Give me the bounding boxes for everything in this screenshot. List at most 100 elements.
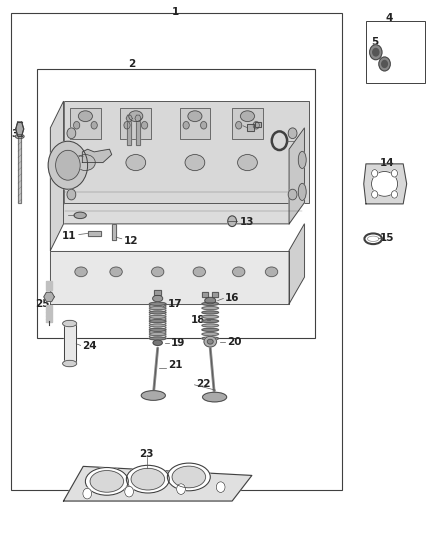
- Ellipse shape: [207, 340, 213, 344]
- Ellipse shape: [149, 311, 166, 314]
- Text: 21: 21: [168, 360, 182, 370]
- Ellipse shape: [110, 267, 122, 277]
- FancyBboxPatch shape: [180, 108, 210, 139]
- Ellipse shape: [126, 155, 145, 171]
- Ellipse shape: [127, 465, 169, 493]
- Bar: [88, 231, 101, 236]
- Polygon shape: [44, 292, 54, 302]
- Ellipse shape: [141, 391, 165, 400]
- Ellipse shape: [63, 360, 77, 367]
- Ellipse shape: [75, 155, 95, 171]
- Polygon shape: [82, 149, 112, 163]
- Ellipse shape: [75, 267, 87, 277]
- Bar: [202, 292, 208, 297]
- Text: 11: 11: [62, 231, 77, 240]
- Ellipse shape: [204, 336, 216, 347]
- Circle shape: [373, 49, 379, 56]
- Polygon shape: [64, 466, 252, 501]
- Ellipse shape: [172, 466, 205, 488]
- Ellipse shape: [298, 183, 306, 200]
- Text: 5: 5: [371, 37, 379, 46]
- Bar: [18, 136, 21, 203]
- Ellipse shape: [185, 155, 205, 171]
- Ellipse shape: [63, 320, 77, 327]
- Circle shape: [177, 484, 185, 495]
- Bar: [366, 21, 425, 83]
- Ellipse shape: [233, 267, 245, 277]
- Circle shape: [379, 57, 390, 71]
- Polygon shape: [364, 164, 406, 204]
- Circle shape: [141, 122, 148, 129]
- Text: 17: 17: [167, 299, 182, 309]
- Circle shape: [228, 216, 237, 227]
- Bar: [154, 290, 161, 295]
- Bar: [64, 101, 309, 203]
- Ellipse shape: [149, 316, 166, 318]
- Ellipse shape: [188, 111, 202, 122]
- Bar: [112, 224, 116, 240]
- Bar: [247, 124, 254, 131]
- Text: 2: 2: [128, 59, 135, 69]
- Bar: [154, 290, 161, 295]
- Circle shape: [216, 482, 225, 492]
- Ellipse shape: [74, 212, 86, 219]
- Circle shape: [74, 122, 80, 129]
- Ellipse shape: [202, 320, 219, 322]
- Text: 4: 4: [385, 13, 392, 22]
- Text: 24: 24: [82, 342, 97, 351]
- Ellipse shape: [153, 295, 162, 302]
- Ellipse shape: [149, 337, 166, 340]
- FancyBboxPatch shape: [120, 108, 151, 139]
- Text: 8: 8: [131, 122, 138, 131]
- Ellipse shape: [149, 302, 166, 305]
- Circle shape: [370, 45, 382, 60]
- Ellipse shape: [371, 172, 398, 196]
- Ellipse shape: [15, 134, 24, 139]
- Bar: [11, 13, 342, 490]
- Ellipse shape: [202, 324, 219, 327]
- Text: 13: 13: [240, 217, 254, 227]
- Bar: [127, 118, 131, 145]
- Bar: [46, 281, 52, 290]
- Circle shape: [91, 122, 97, 129]
- Text: 16: 16: [225, 294, 240, 303]
- Bar: [255, 122, 261, 127]
- Circle shape: [392, 191, 398, 198]
- Ellipse shape: [131, 469, 165, 490]
- Bar: [46, 281, 52, 290]
- Circle shape: [183, 122, 189, 129]
- Bar: [212, 292, 218, 297]
- Ellipse shape: [90, 471, 124, 492]
- Text: 15: 15: [380, 233, 395, 243]
- Polygon shape: [50, 101, 64, 251]
- Text: 25: 25: [35, 299, 49, 309]
- Polygon shape: [289, 224, 304, 304]
- Circle shape: [371, 169, 378, 177]
- Bar: [18, 136, 21, 203]
- Polygon shape: [53, 203, 302, 224]
- Circle shape: [392, 169, 398, 177]
- Ellipse shape: [85, 467, 128, 495]
- Bar: [136, 118, 140, 145]
- Ellipse shape: [149, 328, 166, 332]
- Text: 20: 20: [227, 337, 241, 346]
- Ellipse shape: [202, 306, 219, 310]
- Ellipse shape: [167, 463, 210, 491]
- Bar: [64, 324, 76, 364]
- Bar: [37, 69, 315, 338]
- Polygon shape: [289, 128, 304, 224]
- Ellipse shape: [149, 306, 166, 310]
- Ellipse shape: [149, 320, 166, 322]
- Polygon shape: [126, 115, 132, 122]
- Text: 19: 19: [171, 338, 185, 348]
- Bar: [255, 122, 261, 127]
- Circle shape: [67, 128, 76, 139]
- Ellipse shape: [202, 302, 219, 305]
- Ellipse shape: [298, 151, 306, 168]
- Ellipse shape: [202, 328, 219, 332]
- Bar: [46, 305, 52, 322]
- Ellipse shape: [240, 111, 254, 122]
- Ellipse shape: [78, 111, 92, 122]
- FancyBboxPatch shape: [232, 108, 263, 139]
- Bar: [127, 118, 131, 145]
